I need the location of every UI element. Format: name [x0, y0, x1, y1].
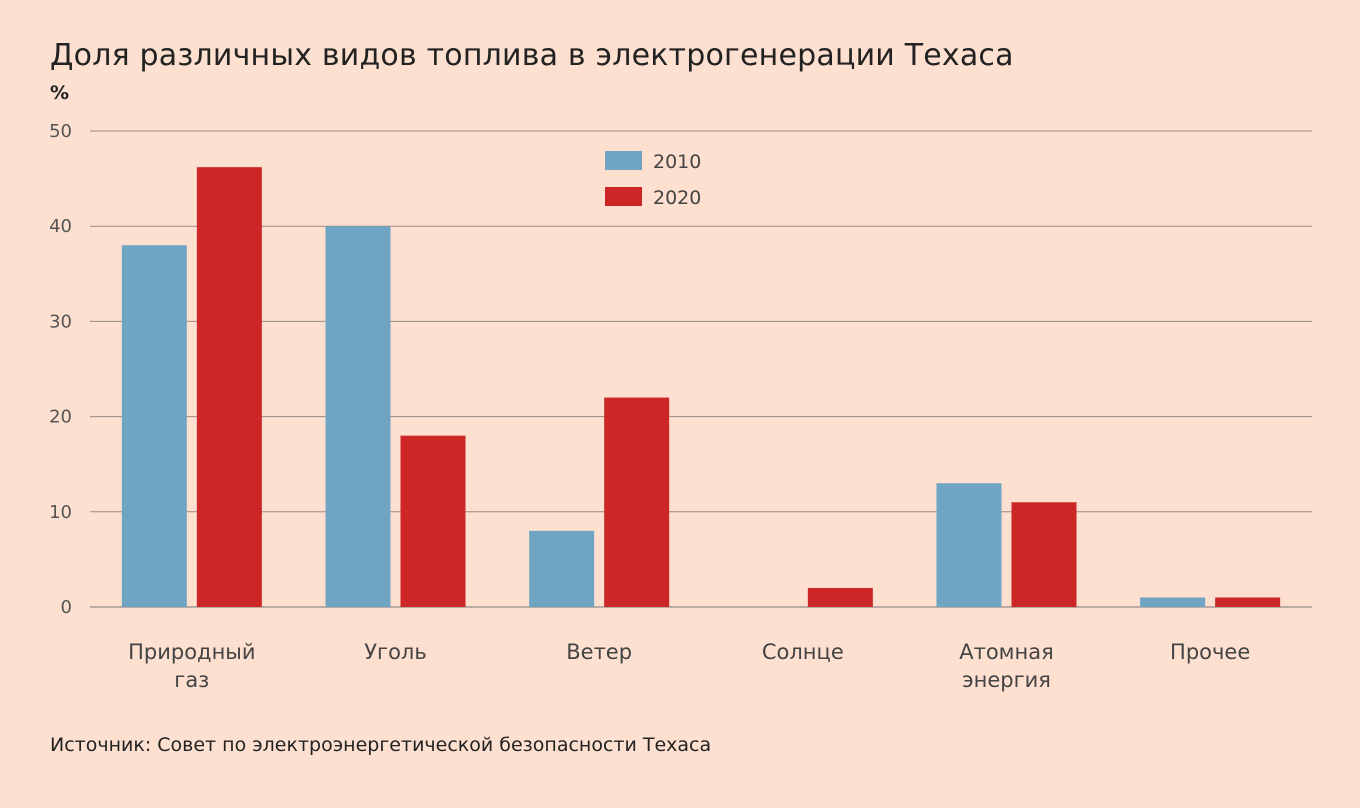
source-note: Источник: Совет по электроэнергетической… [50, 734, 712, 756]
bar-2010 [529, 530, 595, 607]
x-category-label: Атомная [959, 640, 1054, 664]
bar-2020 [196, 167, 262, 607]
y-tick-label: 20 [49, 407, 72, 428]
chart-title: Доля различных видов топлива в электроге… [50, 38, 1014, 73]
x-category-label: Солнце [762, 640, 844, 664]
bar-2010 [121, 245, 187, 608]
x-category-label: Уголь [364, 640, 426, 664]
x-category-label: Прочее [1170, 640, 1250, 664]
legend-swatch-2010 [605, 151, 642, 170]
legend-label: 2010 [653, 151, 701, 173]
x-category-label: энергия [962, 668, 1051, 692]
bar-2020 [400, 435, 466, 607]
y-tick-label: 10 [49, 502, 72, 523]
y-tick-label: 30 [49, 311, 72, 332]
bar-2020 [604, 397, 670, 607]
bar-2020 [1011, 502, 1077, 607]
x-category-label: Природный [128, 640, 255, 664]
bar-2020 [807, 587, 873, 607]
legend-label: 2020 [653, 187, 701, 209]
bar-2010 [325, 226, 391, 607]
bar-2010 [936, 483, 1002, 607]
y-tick-label: 40 [49, 216, 72, 237]
bar-2020 [1215, 597, 1281, 607]
y-axis-unit: % [50, 82, 70, 104]
bar-2010 [1140, 597, 1206, 607]
x-category-label: Ветер [566, 640, 632, 664]
y-tick-label: 0 [61, 597, 72, 618]
x-category-label: газ [174, 668, 209, 692]
y-tick-label: 50 [49, 121, 72, 142]
legend-swatch-2020 [605, 187, 642, 206]
